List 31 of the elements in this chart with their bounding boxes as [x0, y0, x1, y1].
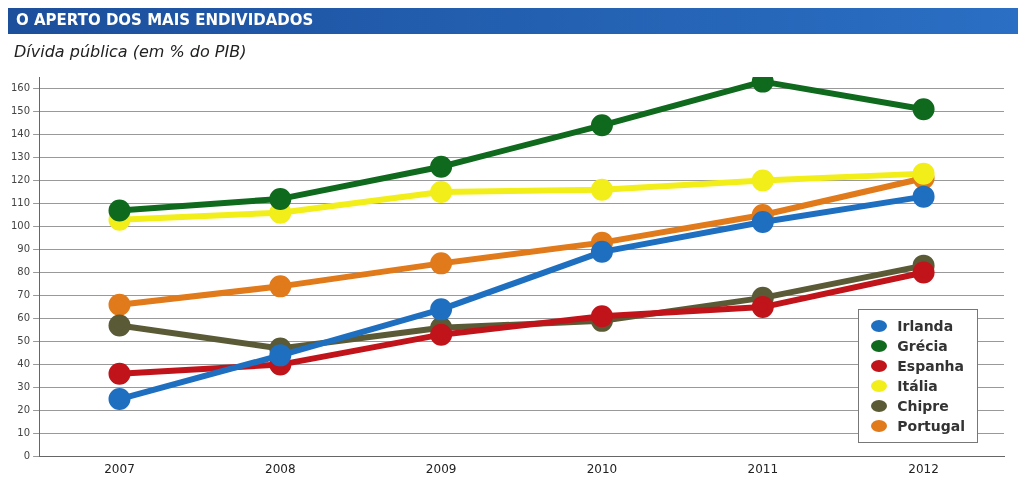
x-tick-label: 2007	[104, 461, 135, 476]
legend-label: Portugal	[897, 417, 965, 436]
y-tick-label: 0	[23, 450, 31, 462]
y-tick-label: 140	[10, 128, 31, 140]
legend-label: Chipre	[897, 397, 949, 416]
x-tick-label: 2010	[586, 461, 618, 476]
y-tick-label: 20	[17, 404, 31, 416]
y-tick-label: 60	[17, 312, 31, 324]
y-tick-label: 120	[10, 174, 31, 186]
x-tick-label: 2012	[908, 461, 939, 476]
y-tick-label: 130	[10, 151, 31, 163]
y-tick-label: 50	[17, 335, 31, 347]
y-tick-label: 30	[17, 381, 31, 393]
chart-title: O APERTO DOS MAIS ENDIVIDADOS	[8, 8, 1018, 34]
y-tick-label: 110	[10, 197, 31, 209]
chart-subtitle: Dívida pública (em % do PIB)	[13, 41, 248, 63]
x-tick-label: 2008	[265, 461, 296, 476]
legend-label: Espanha	[897, 357, 965, 376]
y-tick-label: 160	[10, 82, 31, 94]
y-tick-label: 80	[17, 266, 31, 278]
legend-label: Irlanda	[897, 317, 954, 336]
y-tick-label: 70	[17, 289, 31, 301]
x-tick-label: 2009	[425, 461, 457, 476]
y-tick-label: 90	[17, 243, 31, 255]
y-tick-label: 10	[17, 427, 31, 439]
y-tick-label: 150	[10, 105, 31, 117]
x-tick-label: 2011	[747, 461, 779, 476]
legend-label: Grécia	[897, 337, 948, 356]
legend-label: Itália	[897, 377, 938, 396]
y-tick-label: 100	[10, 220, 31, 232]
y-tick-label: 40	[17, 358, 31, 370]
